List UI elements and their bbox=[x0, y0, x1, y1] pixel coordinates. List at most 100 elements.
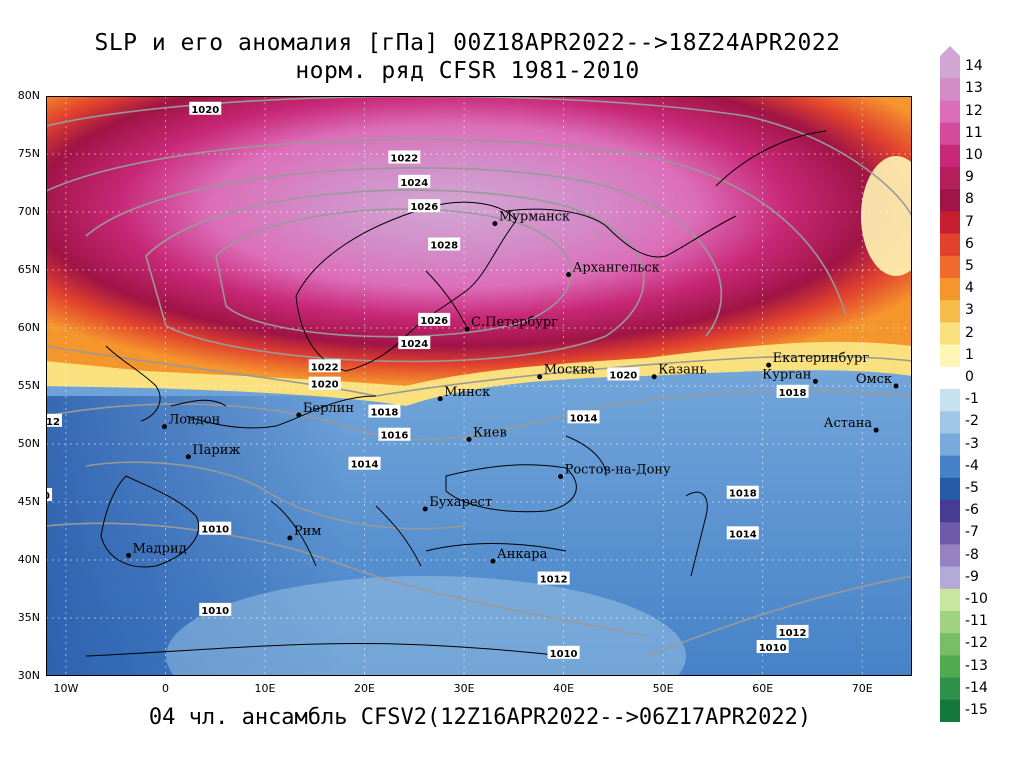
colorbar-swatch bbox=[940, 189, 960, 212]
city-dot bbox=[766, 362, 772, 368]
isobar-label: 1026 bbox=[418, 312, 451, 327]
city-dot bbox=[537, 374, 543, 380]
isobar-label-text: 1014 bbox=[729, 529, 757, 540]
isobar-labels: 1020 1022 1024 1026 1028 1026 1024 1022 1020 1020… bbox=[46, 101, 809, 660]
colorbar-swatch bbox=[940, 122, 960, 146]
isobar-label-text: 1026 bbox=[420, 316, 448, 327]
city-marker: Лондон bbox=[161, 413, 220, 430]
isobar-label: 1010 bbox=[199, 521, 232, 536]
city-marker: Мадрид bbox=[126, 541, 187, 558]
colorbar-swatch bbox=[940, 233, 960, 257]
latitude-label: 75N bbox=[17, 147, 40, 160]
colorbar-label: 12 bbox=[965, 102, 983, 119]
city-dot bbox=[566, 272, 572, 278]
longitude-label: 40E bbox=[553, 682, 575, 695]
isobar-label: 1020 bbox=[607, 367, 640, 381]
longitude-label: 50E bbox=[652, 682, 674, 695]
latitude-label: 60N bbox=[17, 321, 40, 334]
city-name: Бухарест bbox=[429, 495, 492, 510]
isobar-label-text: 1012 bbox=[46, 417, 60, 428]
colorbar-swatch bbox=[940, 655, 960, 679]
isobar-label: 1010 bbox=[46, 488, 53, 502]
colorbar-swatch bbox=[940, 278, 960, 301]
latitude-label: 35N bbox=[17, 611, 40, 624]
isobar-label-text: 1028 bbox=[430, 240, 458, 251]
city-name: Париж bbox=[192, 443, 240, 458]
colorbar-label: -11 bbox=[965, 613, 988, 630]
city-dot bbox=[185, 454, 191, 460]
city-name: Мадрид bbox=[133, 541, 187, 556]
longitude-label: 10W bbox=[53, 682, 79, 695]
city-name: Берлин bbox=[303, 401, 354, 416]
colorbar-swatch bbox=[940, 611, 960, 634]
anomaly-map: 1020 1022 1024 1026 1028 1026 1024 1022 1020 1020… bbox=[46, 96, 912, 676]
isobar-label-text: 1020 bbox=[191, 105, 219, 116]
city-name: С.Петербург bbox=[471, 315, 558, 330]
city-dot bbox=[464, 326, 470, 332]
colorbar-label: 2 bbox=[965, 324, 974, 341]
city-dot bbox=[492, 221, 498, 227]
colorbar-swatch bbox=[940, 522, 960, 545]
colorbar-swatch bbox=[940, 366, 960, 390]
city-marker: Казань bbox=[651, 363, 707, 380]
isobar-label-text: 1018 bbox=[729, 489, 757, 500]
city-dot bbox=[893, 383, 899, 389]
colorbar-label: 9 bbox=[965, 169, 974, 186]
colorbar-label: -7 bbox=[965, 524, 979, 541]
isobar-label-text: 1014 bbox=[570, 413, 598, 424]
city-name: Минск bbox=[444, 385, 490, 400]
city-markers: Мурманск Архангельск С.Петербург Москва Каза… bbox=[126, 210, 899, 564]
colorbar-swatch bbox=[940, 477, 960, 501]
isobar-label-text: 1010 bbox=[201, 606, 229, 617]
isobar-label-text: 1012 bbox=[779, 628, 807, 639]
city-marker: Екатеринбург bbox=[766, 351, 869, 368]
colorbar-label: -9 bbox=[965, 568, 979, 585]
longitude-label: 0 bbox=[161, 682, 169, 695]
colorbar-label: -4 bbox=[965, 457, 979, 474]
city-marker: Берлин bbox=[296, 401, 354, 418]
colorbar-swatch bbox=[940, 78, 960, 101]
isobar-label: 1010 bbox=[756, 640, 789, 654]
isobar-label: 1012 bbox=[46, 413, 62, 428]
colorbar-label: 6 bbox=[965, 235, 974, 252]
longitude-label: 10E bbox=[254, 682, 276, 695]
colorbar-swatch bbox=[940, 588, 960, 612]
colorbar-top-arrow bbox=[940, 46, 960, 56]
isobar-label: 1022 bbox=[308, 359, 341, 373]
colorbar-swatch bbox=[940, 144, 960, 168]
isobar-label: 1016 bbox=[378, 427, 411, 442]
city-marker: Ростов-на-Дону bbox=[558, 462, 671, 479]
colorbar-swatch bbox=[940, 300, 960, 323]
colorbar-swatch bbox=[940, 322, 960, 346]
city-name: Ростов-на-Дону bbox=[565, 462, 671, 477]
colorbar-label: -5 bbox=[965, 479, 979, 496]
city-dot bbox=[873, 427, 879, 433]
city-dot bbox=[161, 424, 167, 430]
city-dot bbox=[466, 436, 472, 442]
colorbar-label: -12 bbox=[965, 635, 988, 652]
isobar-label-text: 1024 bbox=[400, 178, 428, 189]
colorbar-swatch bbox=[940, 211, 960, 235]
city-name: Киев bbox=[473, 425, 507, 440]
longitude-label: 30E bbox=[453, 682, 475, 695]
isobar-label: 1018 bbox=[726, 485, 759, 500]
isobar-label-text: 1020 bbox=[311, 380, 339, 391]
isobar-label: 1012 bbox=[537, 571, 570, 586]
city-marker: Мурманск bbox=[492, 210, 570, 227]
city-name: Казань bbox=[658, 363, 706, 378]
colorbar-swatch bbox=[940, 255, 960, 279]
colorbar-label: -3 bbox=[965, 435, 979, 452]
colorbar-label: -13 bbox=[965, 657, 988, 674]
longitude-label: 70E bbox=[851, 682, 873, 695]
isobar-lines bbox=[46, 96, 912, 657]
isobar-label: 1020 bbox=[189, 101, 222, 116]
isobar-label-text: 1010 bbox=[759, 643, 787, 654]
colorbar-label: 5 bbox=[965, 257, 974, 274]
colorbar-label: 11 bbox=[965, 124, 983, 141]
colorbar-label: -2 bbox=[965, 413, 979, 430]
city-name: Екатеринбург bbox=[773, 351, 870, 366]
isobar-label-text: 1022 bbox=[311, 362, 339, 373]
map-title-line1: SLP и его аномалия [гПа] 00Z18APR2022-->… bbox=[94, 30, 841, 56]
colorbar-swatch bbox=[940, 167, 960, 190]
map-frame bbox=[46, 96, 912, 676]
